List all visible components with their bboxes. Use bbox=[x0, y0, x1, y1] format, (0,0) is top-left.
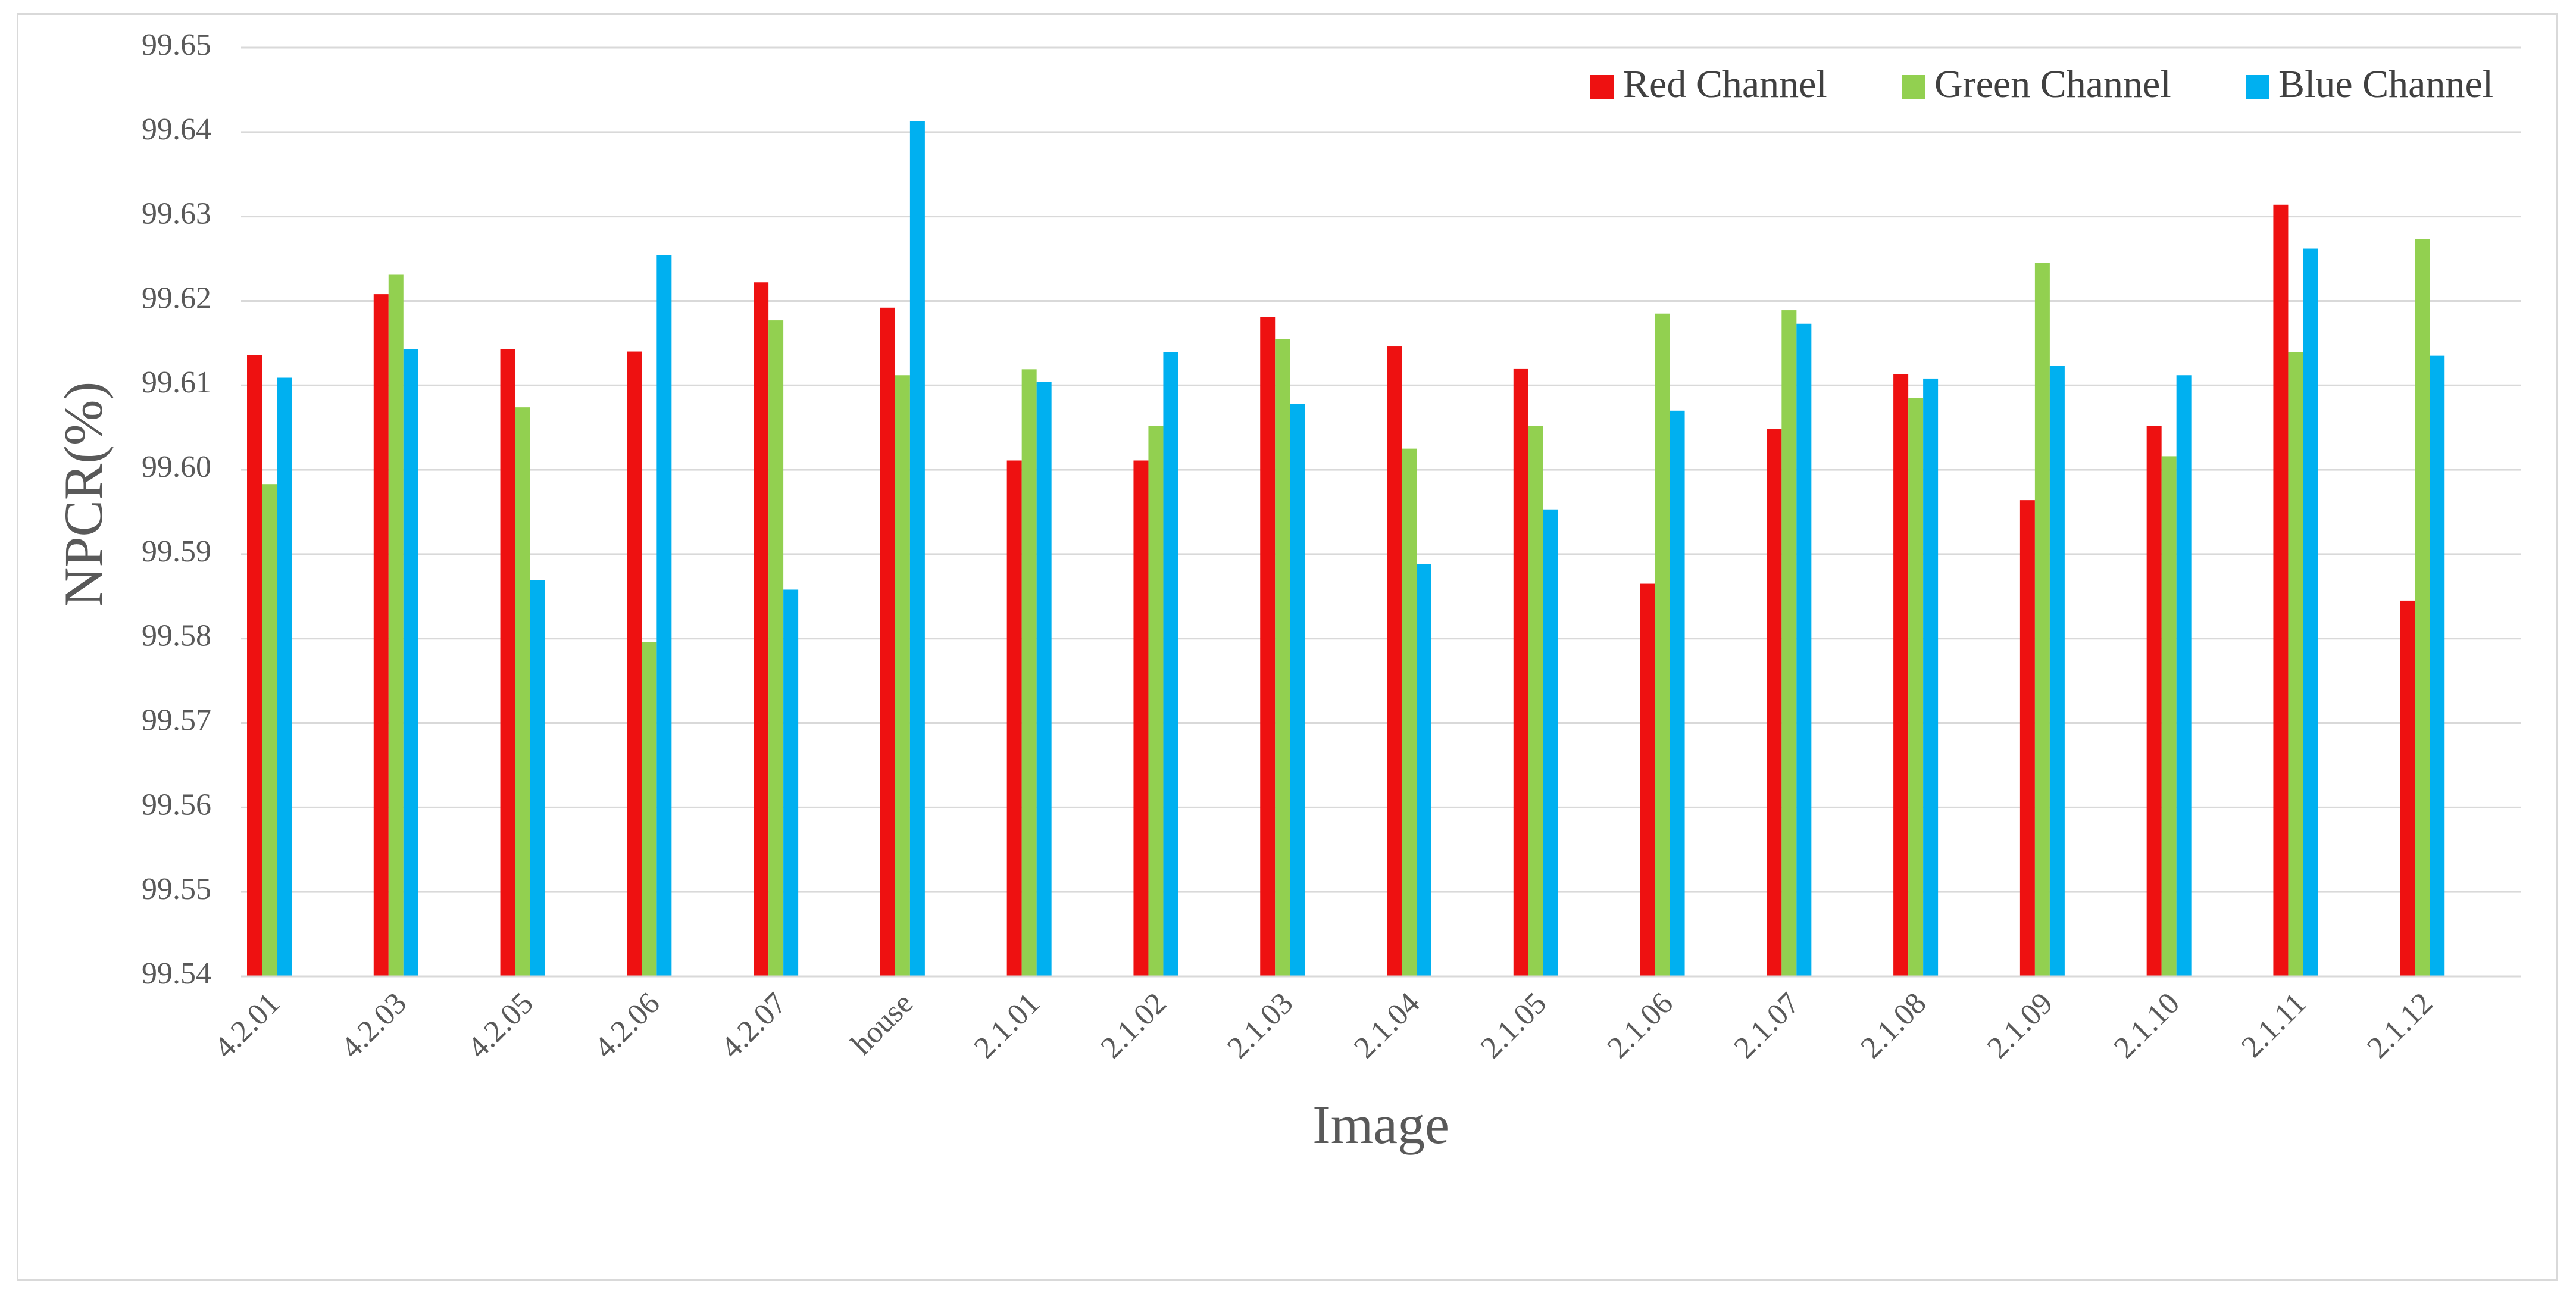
bar-green-channel bbox=[1655, 313, 1670, 976]
x-tick-label: 2.1.01 bbox=[968, 986, 1046, 1065]
bar-red-channel bbox=[373, 294, 389, 976]
bar-red-channel bbox=[1387, 346, 1402, 976]
bar-red-channel bbox=[2400, 600, 2415, 976]
bar-blue-channel bbox=[1417, 564, 1431, 976]
bar-blue-channel bbox=[2049, 366, 2065, 976]
bar-blue-channel bbox=[1036, 382, 1052, 976]
bar-red-channel bbox=[2019, 500, 2035, 976]
y-tick-label: 99.55 bbox=[142, 872, 211, 906]
legend-swatch bbox=[1902, 75, 1925, 99]
bar-blue-channel bbox=[1923, 378, 1939, 976]
bar-green-channel bbox=[642, 642, 657, 976]
y-tick-label: 99.65 bbox=[142, 28, 211, 62]
bar-green-channel bbox=[2288, 352, 2303, 976]
bar-red-channel bbox=[880, 307, 895, 976]
x-tick-label: 2.1.10 bbox=[2108, 986, 2186, 1065]
x-tick-label: 2.1.11 bbox=[2235, 986, 2313, 1064]
x-tick-label: 4.2.05 bbox=[461, 986, 540, 1065]
x-tick-label: 4.2.01 bbox=[208, 986, 286, 1065]
gridlines bbox=[241, 46, 2521, 893]
x-tick-label: 2.1.12 bbox=[2361, 986, 2439, 1065]
bar-blue-channel bbox=[1670, 410, 1685, 976]
x-tick-label: 4.2.03 bbox=[334, 986, 413, 1065]
y-tick-label: 99.63 bbox=[142, 197, 211, 231]
x-tick-label: 4.2.07 bbox=[714, 986, 793, 1065]
legend-swatch bbox=[1590, 75, 1614, 99]
bar-green-channel bbox=[1275, 339, 1290, 976]
legend-label: Blue Channel bbox=[2278, 63, 2493, 106]
x-tick-label: 2.1.06 bbox=[1601, 986, 1680, 1065]
x-tick-label: 2.1.07 bbox=[1728, 986, 1806, 1065]
bar-red-channel bbox=[247, 355, 262, 976]
bar-red-channel bbox=[1260, 317, 1276, 976]
bar-green-channel bbox=[1021, 369, 1037, 976]
bar-blue-channel bbox=[277, 377, 292, 976]
y-tick-label: 99.59 bbox=[142, 535, 211, 569]
y-tick-label: 99.64 bbox=[142, 113, 211, 146]
bar-red-channel bbox=[2146, 426, 2162, 976]
bar-red-channel bbox=[1133, 460, 1149, 976]
bar-green-channel bbox=[262, 484, 277, 976]
y-tick-label: 99.60 bbox=[142, 450, 211, 484]
bar-green-channel bbox=[1528, 426, 1543, 976]
bar-red-channel bbox=[1006, 460, 1022, 976]
bar-green-channel bbox=[388, 274, 404, 976]
x-tick-label: 2.1.04 bbox=[1348, 986, 1426, 1065]
bar-red-channel bbox=[500, 349, 515, 976]
bar-red-channel bbox=[1767, 429, 1782, 976]
bar-green-channel bbox=[1781, 310, 1797, 976]
y-tick-label: 99.56 bbox=[142, 788, 211, 822]
y-tick-label: 99.62 bbox=[142, 281, 211, 315]
x-tick-label: 2.1.09 bbox=[1981, 986, 2059, 1065]
legend-label: Green Channel bbox=[1934, 63, 2171, 106]
x-tick-label: 2.1.03 bbox=[1221, 986, 1299, 1065]
x-tick-label: house bbox=[845, 986, 920, 1061]
bar-green-channel bbox=[1402, 448, 1417, 976]
bar-blue-channel bbox=[530, 580, 545, 976]
bar-blue-channel bbox=[2430, 355, 2445, 976]
bar-blue-channel bbox=[1543, 509, 1558, 976]
legend: Red Channel Green Channel Blue Channel bbox=[1590, 63, 2493, 106]
bar-blue-channel bbox=[656, 255, 672, 976]
bar-blue-channel bbox=[1163, 352, 1178, 976]
bar-blue-channel bbox=[2176, 375, 2192, 976]
legend-label: Red Channel bbox=[1623, 63, 1827, 106]
y-axis-ticks: 99.54 99.55 99.56 99.57 99.58 99.59 99.60 99.61… bbox=[142, 28, 211, 991]
y-tick-label: 99.54 bbox=[142, 957, 211, 991]
y-tick-label: 99.61 bbox=[142, 366, 211, 399]
x-tick-label: 2.1.08 bbox=[1854, 986, 1933, 1065]
y-tick-label: 99.58 bbox=[142, 619, 211, 653]
bar-red-channel bbox=[2273, 204, 2289, 976]
bar-green-channel bbox=[895, 375, 910, 976]
x-tick-label: 2.1.02 bbox=[1095, 986, 1173, 1065]
bar-red-channel bbox=[627, 351, 642, 977]
bar-blue-channel bbox=[1290, 404, 1305, 976]
bar-red-channel bbox=[1513, 368, 1528, 976]
bar-blue-channel bbox=[909, 121, 925, 976]
bar-green-channel bbox=[2034, 263, 2050, 976]
bar-blue-channel bbox=[783, 589, 799, 976]
bar-green-channel bbox=[768, 320, 784, 976]
x-tick-label: 4.2.06 bbox=[588, 986, 667, 1065]
y-axis-title: NPCR(%) bbox=[53, 382, 114, 607]
bar-red-channel bbox=[1893, 374, 1909, 976]
bar-green-channel bbox=[2415, 239, 2430, 977]
bar-green-channel bbox=[2161, 456, 2177, 976]
bar-red-channel bbox=[754, 282, 769, 977]
x-tick-label: 2.1.05 bbox=[1474, 986, 1553, 1065]
legend-swatch bbox=[2246, 75, 2269, 99]
bar-blue-channel bbox=[2303, 248, 2318, 976]
bar-blue-channel bbox=[1796, 323, 1812, 976]
bar-green-channel bbox=[1908, 398, 1924, 976]
x-axis-title: Image bbox=[1312, 1094, 1449, 1155]
bar-green-channel bbox=[515, 407, 530, 976]
bars bbox=[247, 121, 2445, 977]
bar-green-channel bbox=[1148, 426, 1164, 976]
y-tick-label: 99.57 bbox=[142, 703, 211, 737]
x-axis-ticks: 4.2.01 4.2.03 4.2.05 4.2.06 4.2.07 house 2.1.0… bbox=[208, 986, 2439, 1065]
bar-red-channel bbox=[1640, 583, 1655, 976]
bar-blue-channel bbox=[403, 349, 418, 976]
